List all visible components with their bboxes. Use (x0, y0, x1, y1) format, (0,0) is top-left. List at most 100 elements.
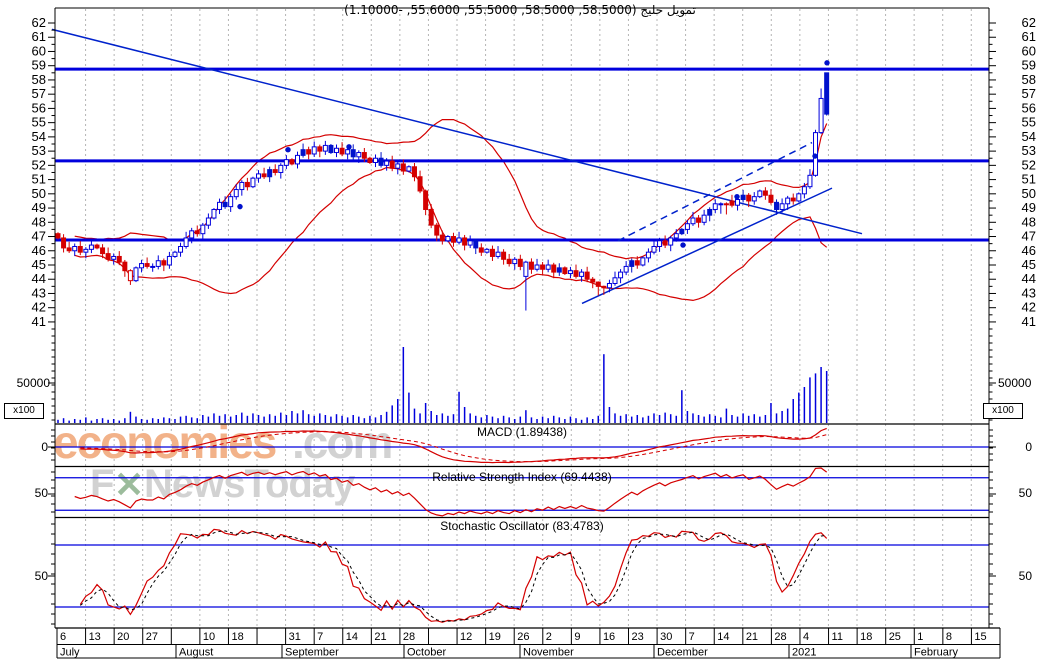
gridlines (85, 9, 972, 628)
svg-text:56: 56 (1022, 100, 1036, 115)
svg-text:28: 28 (774, 631, 786, 643)
svg-text:57: 57 (1022, 86, 1036, 101)
svg-text:57: 57 (32, 86, 46, 101)
svg-text:July: July (60, 647, 80, 659)
svg-text:47: 47 (32, 229, 46, 244)
stoch-fifty-label-left: 50 (34, 569, 48, 583)
svg-text:28: 28 (403, 631, 415, 643)
svg-text:49: 49 (1022, 200, 1036, 215)
volume-multiplier-right: x100 (983, 403, 1023, 419)
svg-text:November: November (523, 647, 574, 659)
svg-text:58: 58 (1022, 72, 1036, 87)
svg-text:21: 21 (374, 631, 386, 643)
svg-text:18: 18 (231, 631, 243, 643)
svg-text:19: 19 (489, 631, 501, 643)
svg-text:27: 27 (146, 631, 158, 643)
svg-text:16: 16 (603, 631, 615, 643)
svg-text:61: 61 (1022, 29, 1036, 44)
svg-text:44: 44 (1022, 271, 1036, 286)
watermark: economies .com F ✕ NewsToday (53, 416, 393, 506)
svg-text:4: 4 (803, 631, 809, 643)
svg-text:42: 42 (1022, 300, 1036, 315)
svg-text:48: 48 (1022, 214, 1036, 229)
watermark-tagline: NewsToday (144, 462, 356, 506)
svg-text:12: 12 (460, 631, 472, 643)
svg-text:14: 14 (346, 631, 358, 643)
svg-text:52: 52 (32, 157, 46, 172)
svg-text:62: 62 (32, 15, 46, 30)
svg-text:60: 60 (32, 43, 46, 58)
rsi-fifty-label-right: 50 (1018, 486, 1032, 500)
svg-text:9: 9 (574, 631, 580, 643)
volume-scale-label-right: 50000 (998, 376, 1032, 390)
svg-text:14: 14 (717, 631, 729, 643)
svg-text:62: 62 (1022, 15, 1036, 30)
svg-text:15: 15 (974, 631, 986, 643)
watermark-domain: .com (292, 416, 391, 468)
svg-text:41: 41 (32, 314, 46, 329)
svg-text:53: 53 (1022, 143, 1036, 158)
svg-text:43: 43 (1022, 285, 1036, 300)
svg-text:31: 31 (289, 631, 301, 643)
svg-text:51: 51 (32, 172, 46, 187)
svg-text:59: 59 (1022, 58, 1036, 73)
svg-text:41: 41 (1022, 314, 1036, 329)
chart-title: تمويل خليج (58.5000, 58.5000, 55.5000, 5… (344, 3, 696, 17)
svg-text:55: 55 (1022, 115, 1036, 130)
macd-zero-label-right: 0 (1025, 440, 1032, 454)
svg-text:2021: 2021 (792, 647, 816, 659)
svg-text:6: 6 (60, 631, 66, 643)
svg-text:46: 46 (32, 243, 46, 258)
svg-text:25: 25 (889, 631, 901, 643)
svg-text:60: 60 (1022, 43, 1036, 58)
watermark-f: F (90, 462, 113, 506)
svg-text:59: 59 (32, 58, 46, 73)
svg-text:11: 11 (832, 631, 843, 643)
svg-text:47: 47 (1022, 229, 1036, 244)
svg-text:1: 1 (917, 631, 923, 643)
svg-text:18: 18 (860, 631, 872, 643)
svg-text:October: October (407, 647, 446, 659)
stoch-fifty-label-right: 50 (1018, 569, 1032, 583)
svg-text:21: 21 (746, 631, 758, 643)
svg-text:8: 8 (946, 631, 952, 643)
svg-text:42: 42 (32, 300, 46, 315)
rsi-fifty-label-left: 50 (34, 486, 48, 500)
svg-text:45: 45 (1022, 257, 1036, 272)
svg-text:13: 13 (89, 631, 101, 643)
svg-text:September: September (285, 647, 339, 659)
svg-text:53: 53 (32, 143, 46, 158)
svg-text:58: 58 (32, 72, 46, 87)
svg-text:23: 23 (632, 631, 644, 643)
volume-scale-label-left: 50000 (16, 376, 50, 390)
svg-text:26: 26 (517, 631, 529, 643)
svg-text:August: August (179, 647, 213, 659)
svg-text:55: 55 (32, 115, 46, 130)
svg-text:49: 49 (32, 200, 46, 215)
svg-text:2: 2 (546, 631, 552, 643)
watermark-x-icon: ✕ (114, 464, 143, 505)
watermark-brand: economies (53, 416, 276, 468)
price-data-layer (51, 28, 989, 423)
indicator-layer (55, 427, 989, 623)
svg-text:54: 54 (32, 129, 46, 144)
svg-text:50: 50 (32, 186, 46, 201)
svg-text:February: February (914, 647, 959, 659)
svg-text:51: 51 (1022, 172, 1036, 187)
svg-text:20: 20 (117, 631, 129, 643)
svg-text:43: 43 (32, 285, 46, 300)
svg-text:50: 50 (1022, 186, 1036, 201)
svg-text:61: 61 (32, 29, 46, 44)
svg-text:46: 46 (1022, 243, 1036, 258)
svg-text:54: 54 (1022, 129, 1036, 144)
macd-zero-label-left: 0 (41, 440, 48, 454)
svg-text:48: 48 (32, 214, 46, 229)
svg-text:December: December (657, 647, 708, 659)
volume-multiplier-left: x100 (4, 403, 44, 419)
svg-text:10: 10 (203, 631, 215, 643)
svg-text:7: 7 (689, 631, 695, 643)
svg-text:56: 56 (32, 100, 46, 115)
